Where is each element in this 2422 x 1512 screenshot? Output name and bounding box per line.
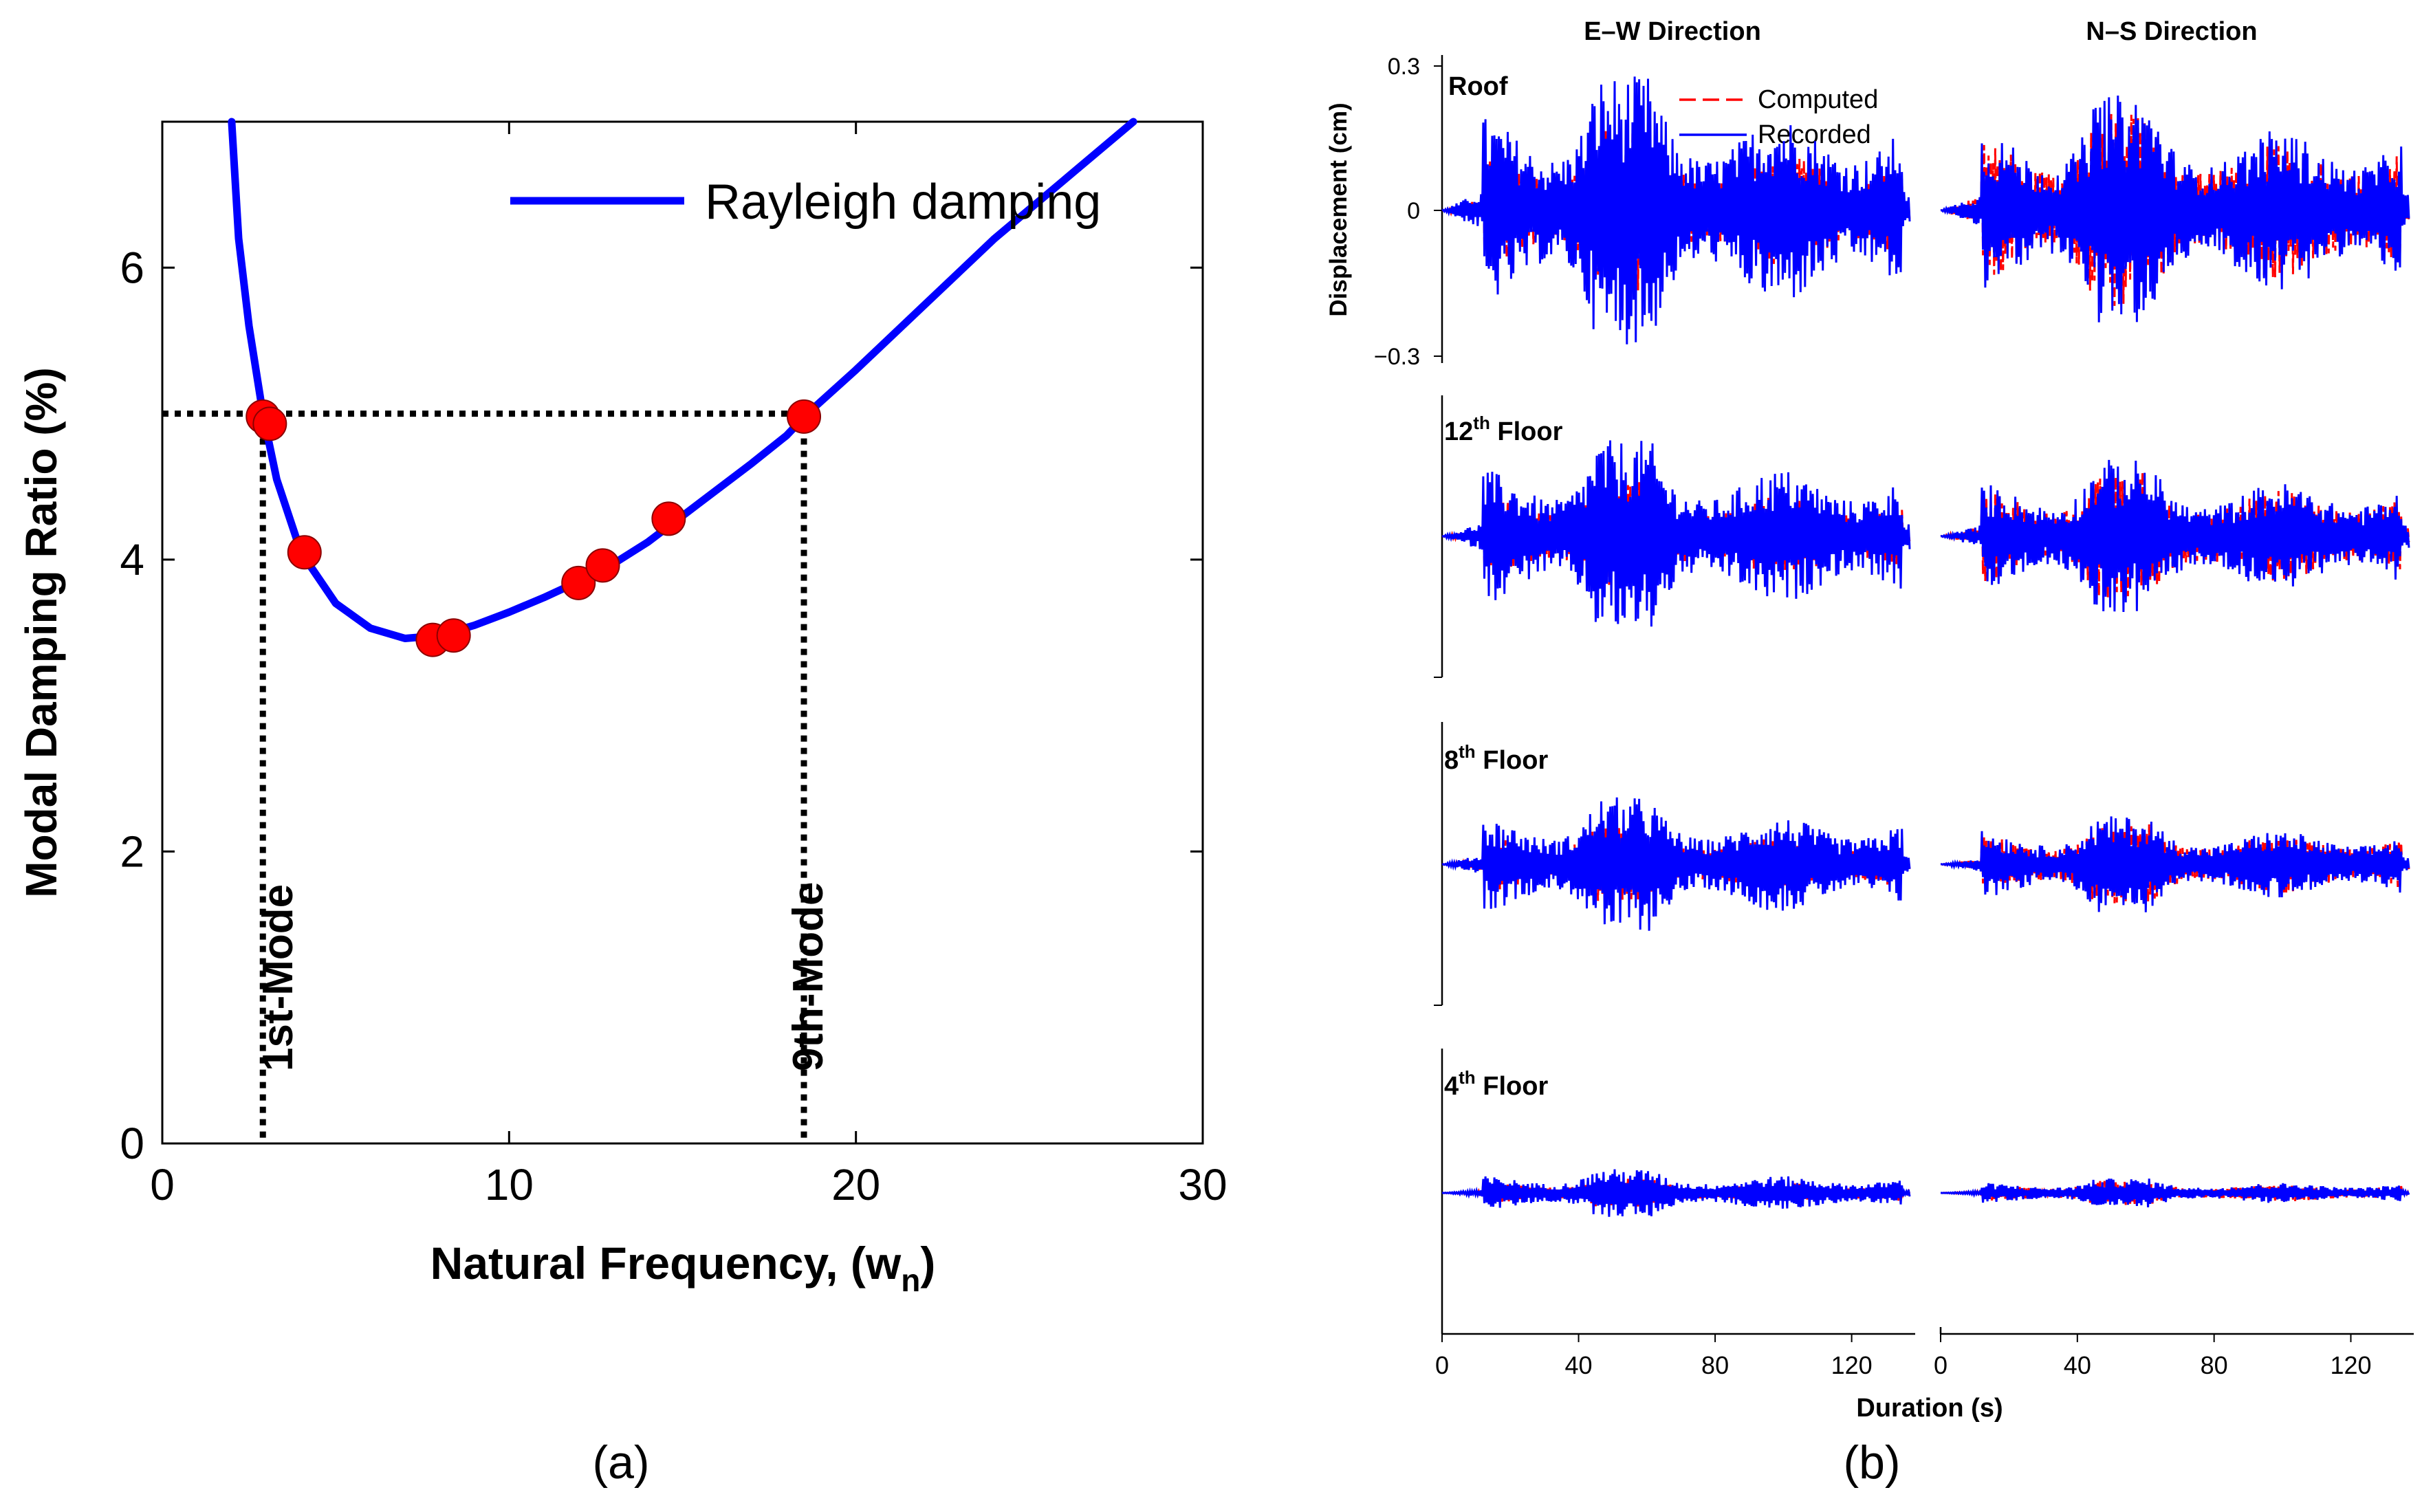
xtick-b-label-ns-2: 80	[2201, 1351, 2228, 1379]
ytick-label-0: 0	[120, 1119, 144, 1168]
title-ns-direction: N–S Direction	[2086, 17, 2257, 46]
xtick-b-label-ew-3: 120	[1831, 1351, 1873, 1379]
x-axis-label-b: Duration (s)	[1856, 1394, 2003, 1423]
floor-label-4-num: 4	[1444, 1072, 1459, 1101]
mode-point-1	[252, 406, 287, 441]
xtick-label-2: 20	[831, 1160, 880, 1209]
xtick-b-label-ew-1: 40	[1565, 1351, 1593, 1379]
xtick-label-0: 0	[150, 1160, 175, 1209]
ytick-label-3: 6	[120, 243, 144, 292]
trace-ns-floor-2-recorded	[1940, 816, 2410, 912]
panel-b-time-histories: E–W Direction N–S Direction Displacement…	[1325, 17, 2414, 1489]
floor-label-4-rest: Floor	[1476, 1072, 1549, 1101]
panel-a-damping-chart: 0 10 20 30 0 2 4 6 Rayleigh damping 1st-Mode 9t…	[17, 118, 1228, 1489]
floor-label-roof-text: Roof	[1448, 72, 1508, 101]
floor-label-12-sup: th	[1473, 413, 1490, 433]
floor-label-12th: 12th Floor	[1444, 413, 1563, 446]
caption-a: (a)	[592, 1436, 649, 1489]
trace-ew-floor-2-recorded	[1441, 797, 1911, 931]
x-ticks-b: 0 40 80 120 0 40 80 120	[1435, 1334, 2372, 1379]
plot-a-frame	[161, 120, 1204, 1145]
time-history-traces	[1441, 76, 2410, 1217]
floor-label-12-rest: Floor	[1490, 417, 1563, 446]
floor-label-8th: 8th Floor	[1444, 741, 1548, 775]
mode-point-8	[787, 399, 822, 434]
mode-point-6	[585, 548, 620, 583]
floor-label-4-sup: th	[1459, 1067, 1476, 1088]
mode-points	[246, 399, 822, 657]
legend-a: Rayleigh damping	[510, 175, 1101, 230]
legend-b: Computed Recorded	[1679, 85, 1878, 149]
roof-ytick-bottom: −0.3	[1374, 344, 1420, 370]
trace-ew-floor-3-recorded	[1441, 1169, 1911, 1217]
title-ew-direction: E–W Direction	[1584, 17, 1761, 46]
trace-ew-floor-0-recorded	[1441, 76, 1911, 344]
floor-label-roof: Roof	[1448, 72, 1508, 101]
floor-label-8-num: 8	[1444, 746, 1459, 775]
mode-point-7	[651, 501, 686, 536]
mode-label-1st: 1st-Mode	[254, 884, 302, 1071]
plot-a-ticks: 0 10 20 30 0 2 4 6	[120, 122, 1228, 1209]
roof-ytick-zero: 0	[1407, 198, 1420, 224]
ytick-label-2: 4	[120, 535, 144, 584]
floor-label-8-sup: th	[1459, 741, 1476, 762]
x-axis-label-a-end: )	[920, 1238, 935, 1289]
legend-label: Rayleigh damping	[705, 175, 1101, 230]
y-axis-label-b: Displacement (cm)	[1325, 102, 1352, 316]
trace-ew-floor-1-recorded	[1441, 440, 1911, 627]
trace-ns-floor-0-recorded	[1940, 95, 2410, 322]
xtick-b-label-ew-0: 0	[1435, 1351, 1449, 1379]
roof-ytick-top: 0.3	[1388, 54, 1420, 80]
xtick-label-3: 30	[1178, 1160, 1227, 1209]
x-axis-label-a-sub: n	[901, 1262, 920, 1298]
xtick-label-1: 10	[485, 1160, 534, 1209]
ytick-label-1: 2	[120, 826, 144, 876]
xtick-b-label-ew-2: 80	[1701, 1351, 1729, 1379]
mode-point-5	[561, 565, 596, 600]
floor-label-12-num: 12	[1444, 417, 1473, 446]
legend-computed-label: Computed	[1758, 85, 1878, 114]
reference-lines	[162, 410, 807, 1143]
x-axis-label-a-main: Natural Frequency, (w	[430, 1238, 902, 1289]
mode-point-4	[436, 618, 471, 653]
trace-ns-floor-1-recorded	[1940, 459, 2410, 613]
y-axis-label-a: Modal Damping Ratio (%)	[17, 367, 66, 898]
rayleigh-damping-curve	[228, 118, 1137, 642]
x-axis-label-a: Natural Frequency, (wn)	[430, 1238, 936, 1298]
mode-point-2	[287, 535, 322, 570]
trace-ns-floor-3-recorded	[1940, 1179, 2410, 1207]
xtick-b-label-ns-0: 0	[1934, 1351, 1948, 1379]
floor-label-8-rest: Floor	[1476, 746, 1549, 775]
caption-b: (b)	[1843, 1436, 1900, 1489]
xtick-b-label-ns-3: 120	[2330, 1351, 2371, 1379]
mode-label-9th: 9th-Mode	[785, 881, 832, 1071]
xtick-b-label-ns-1: 40	[2064, 1351, 2091, 1379]
floor-label-4th: 4th Floor	[1444, 1067, 1548, 1101]
